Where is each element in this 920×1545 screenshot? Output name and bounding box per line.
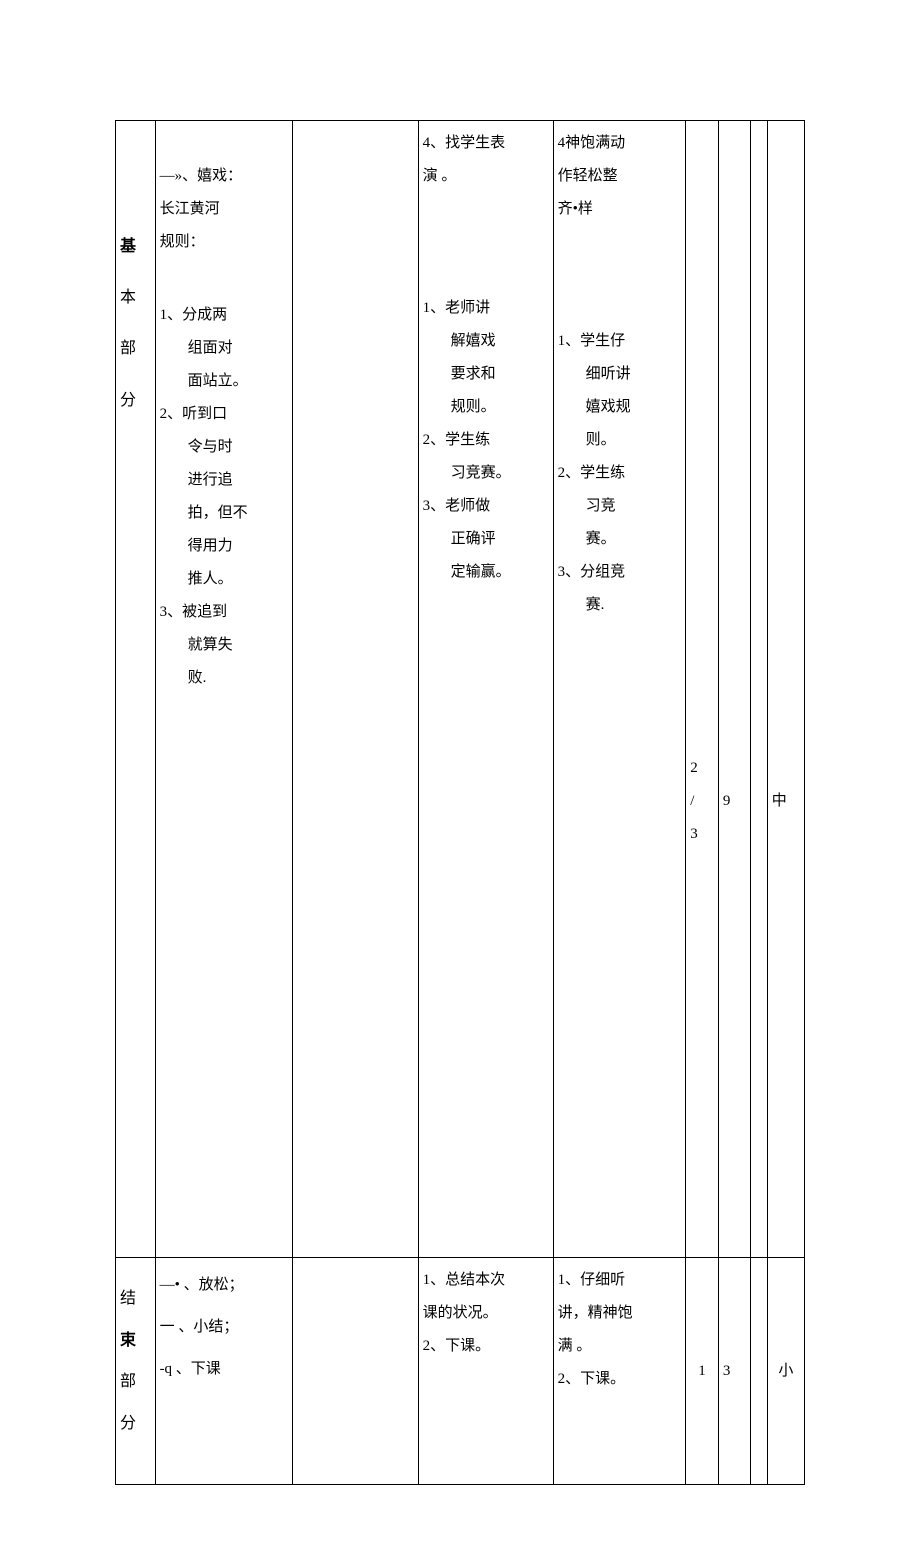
value: 9: [723, 793, 731, 809]
section-char: 束: [120, 1332, 136, 1349]
document-page: 基 本 部 分 —»、嬉戏： 长江黄河 规则： 1、分成两 组面对 面站立。 2…: [0, 0, 920, 1545]
text-line: 讲，精神饱: [558, 1297, 682, 1330]
text-line: 一 、小结；: [160, 1306, 288, 1348]
text-line: 满 。: [558, 1330, 682, 1363]
text-line: 习竞赛。: [423, 457, 549, 490]
text-line: 2、学生练: [558, 457, 682, 490]
empty-narrow-cell: [751, 121, 767, 1258]
times-cell: 1: [686, 1258, 719, 1485]
text-line: 赛.: [558, 589, 682, 622]
game-intro: —»、嬉戏： 长江黄河 规则：: [160, 127, 288, 259]
intensity-cell: 中: [767, 121, 804, 1258]
text-line: 3、分组竞: [558, 556, 682, 589]
text-line: 1、分成两: [160, 299, 288, 332]
text-line: 4、找学生表: [423, 127, 549, 160]
section-char: 基: [120, 238, 136, 255]
text-line: 演 。: [423, 160, 549, 193]
text-line: 长江黄河: [160, 193, 288, 226]
text-line: -q 、下课: [160, 1348, 288, 1390]
text-line: 齐•样: [558, 193, 682, 226]
text-line: 则。: [558, 424, 682, 457]
text-line: 推人。: [160, 563, 288, 596]
table-row: 结 束 部 分 —• 、放松； 一 、小结； -q 、下课 1、总结本次 课的状…: [116, 1258, 805, 1485]
text-line: 得用力: [160, 530, 288, 563]
text-line: 1、学生仔: [558, 325, 682, 358]
content-cell: —• 、放松； 一 、小结； -q 、下课: [155, 1258, 292, 1485]
value: 1: [698, 1363, 706, 1379]
section-char: 部: [120, 1373, 136, 1390]
value: 小: [778, 1363, 793, 1379]
text-line: 败.: [160, 662, 288, 695]
duration-cell: 3: [718, 1258, 751, 1485]
text-line: 规则：: [160, 226, 288, 259]
section-char: 结: [120, 1290, 136, 1307]
text-line: 解嬉戏: [423, 325, 549, 358]
content-cell: —»、嬉戏： 长江黄河 规则： 1、分成两 组面对 面站立。 2、听到口 令与时…: [155, 121, 292, 1258]
intensity-cell: 小: [767, 1258, 804, 1485]
value: 中: [772, 793, 787, 809]
empty-narrow-cell: [751, 1258, 767, 1485]
text-line: 就算失: [160, 629, 288, 662]
text-line: 组面对: [160, 332, 288, 365]
times-cell: 2 / 3: [686, 121, 719, 1258]
text-line: 面站立。: [160, 365, 288, 398]
text-line: 3、老师做: [423, 490, 549, 523]
text-line: 嬉戏规: [558, 391, 682, 424]
value: 3: [723, 1363, 731, 1379]
section-label-end: 结 束 部 分: [116, 1258, 156, 1485]
text-line: 2、下课。: [558, 1363, 682, 1396]
text-line: 4神饱满动: [558, 127, 682, 160]
value: /: [690, 793, 694, 809]
text-line: 规则。: [423, 391, 549, 424]
empty-cell: [292, 1258, 418, 1485]
text-line: 2、听到口: [160, 398, 288, 431]
text-line: —• 、放松；: [160, 1264, 288, 1306]
text-line: 课的状况。: [423, 1297, 549, 1330]
text-line: 1、总结本次: [423, 1264, 549, 1297]
section-char: 分: [120, 1415, 136, 1432]
text-line: 1、仔细听: [558, 1264, 682, 1297]
section-label-basic: 基 本 部 分: [116, 121, 156, 1258]
text-line: 习竞: [558, 490, 682, 523]
text-line: 进行追: [160, 464, 288, 497]
text-line: 2、学生练: [423, 424, 549, 457]
value: 3: [690, 826, 698, 842]
section-char: 本: [120, 289, 136, 306]
value: 2: [690, 760, 698, 776]
text-line: 赛。: [558, 523, 682, 556]
student-activity-cell: 1、仔细听 讲，精神饱 满 。 2、下课。: [553, 1258, 686, 1485]
duration-cell: 9: [718, 121, 751, 1258]
text-line: 1、老师讲: [423, 292, 549, 325]
text-line: —»、嬉戏：: [160, 160, 288, 193]
table-row: 基 本 部 分 —»、嬉戏： 长江黄河 规则： 1、分成两 组面对 面站立。 2…: [116, 121, 805, 1258]
empty-cell: [292, 121, 418, 1258]
text-line: 细听讲: [558, 358, 682, 391]
teacher-activity-cell: 4、找学生表 演 。 1、老师讲 解嬉戏 要求和 规则。 2、学生练 习竞赛。 …: [418, 121, 553, 1258]
text-line: 正确评: [423, 523, 549, 556]
section-char: 部: [120, 340, 136, 357]
text-line: 要求和: [423, 358, 549, 391]
student-activity-cell: 4神饱满动 作轻松整 齐•样 1、学生仔 细听讲 嬉戏规 则。 2、学生练 习竞…: [553, 121, 686, 1258]
text-line: 拍，但不: [160, 497, 288, 530]
text-line: 令与时: [160, 431, 288, 464]
text-line: 作轻松整: [558, 160, 682, 193]
text-line: 3、被追到: [160, 596, 288, 629]
lesson-plan-table: 基 本 部 分 —»、嬉戏： 长江黄河 规则： 1、分成两 组面对 面站立。 2…: [115, 120, 805, 1485]
teacher-activity-cell: 1、总结本次 课的状况。 2、下课。: [418, 1258, 553, 1485]
text-line: 定输赢。: [423, 556, 549, 589]
section-char: 分: [120, 392, 136, 409]
text-line: 2、下课。: [423, 1330, 549, 1363]
